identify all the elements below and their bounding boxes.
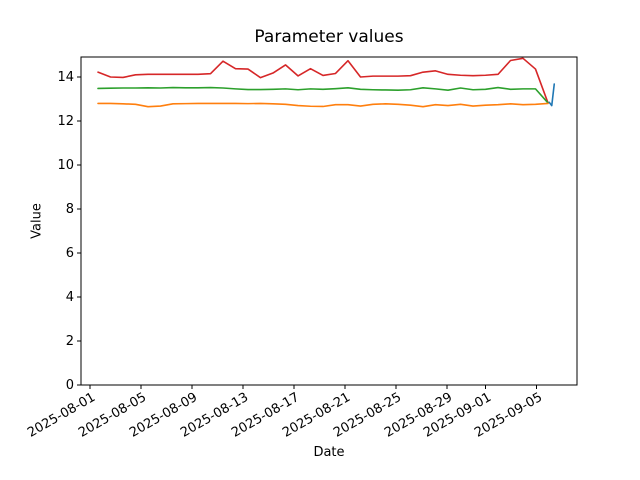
series-green-line bbox=[97, 86, 549, 104]
series-orange-line bbox=[97, 102, 549, 108]
x-axis-label: Date bbox=[313, 445, 345, 460]
y-tick-label: 2 bbox=[65, 333, 74, 349]
series-red-line bbox=[97, 57, 549, 104]
y-tick-label: 14 bbox=[57, 69, 74, 85]
y-tick-label: 10 bbox=[57, 157, 74, 173]
axes-frame bbox=[80, 56, 578, 386]
y-tick-label: 12 bbox=[57, 113, 74, 129]
y-tick-label: 6 bbox=[65, 245, 74, 261]
y-tick-label: 4 bbox=[65, 289, 74, 305]
series-blue-line bbox=[548, 83, 556, 107]
y-tick-label: 0 bbox=[65, 377, 74, 393]
chart-title: Parameter values bbox=[254, 27, 404, 47]
y-tick-label: 8 bbox=[65, 201, 74, 217]
